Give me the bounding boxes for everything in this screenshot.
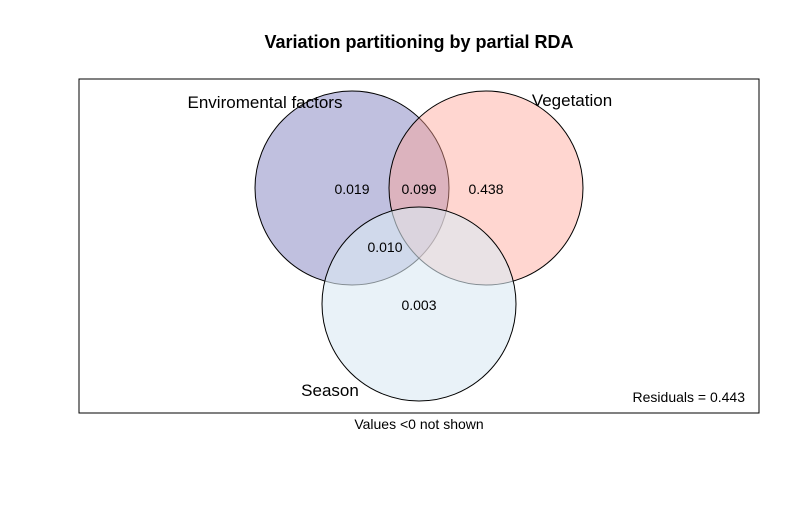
footnote-label: Values <0 not shown — [354, 416, 483, 432]
plot-frame — [78, 78, 760, 414]
season-set-label: Season — [301, 381, 359, 400]
value-environment-season: 0.010 — [367, 239, 402, 255]
environment-set-label: Enviromental factors — [188, 93, 343, 112]
value-season-only: 0.003 — [401, 297, 436, 313]
residuals-label: Residuals = 0.443 — [633, 389, 746, 405]
figure-title: Variation partitioning by partial RDA — [264, 32, 573, 52]
value-environment-only: 0.019 — [334, 181, 369, 197]
value-vegetation-only: 0.438 — [468, 181, 503, 197]
vegetation-set-label: Vegetation — [532, 91, 612, 110]
value-environment-vegetation: 0.099 — [401, 181, 436, 197]
season-circle — [321, 206, 517, 402]
